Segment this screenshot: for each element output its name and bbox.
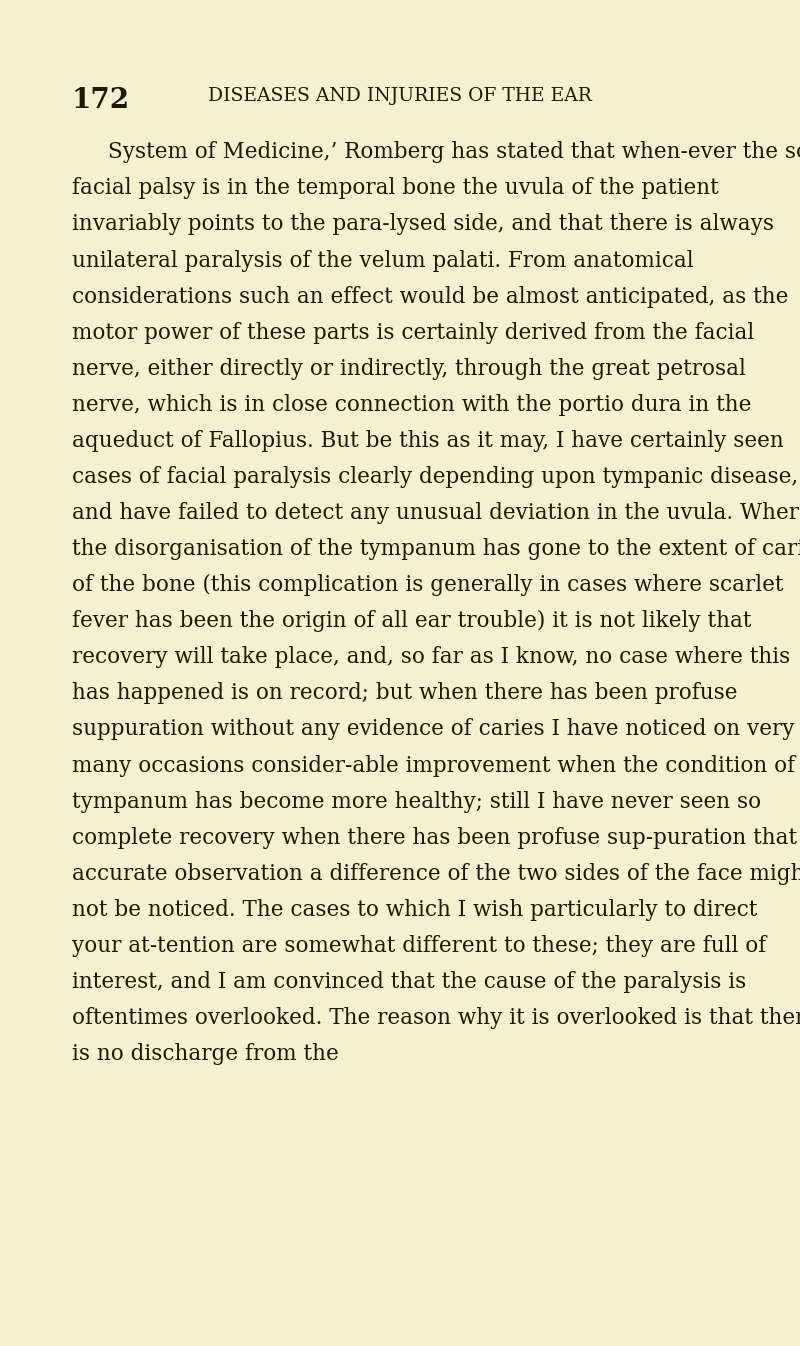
Text: your at-tention are somewhat different to these; they are full of: your at-tention are somewhat different t… — [72, 935, 766, 957]
Text: DISEASES AND INJURIES OF THE EAR: DISEASES AND INJURIES OF THE EAR — [208, 87, 592, 105]
Text: aqueduct of Fallopius. But be this as it may, I have certainly seen: aqueduct of Fallopius. But be this as it… — [72, 429, 784, 452]
Text: facial palsy is in the temporal bone the uvula of the patient: facial palsy is in the temporal bone the… — [72, 178, 718, 199]
Text: not be noticed. The cases to which I wish particularly to direct: not be noticed. The cases to which I wis… — [72, 899, 758, 921]
Text: 172: 172 — [72, 87, 130, 114]
Text: the disorganisation of the tympanum has gone to the extent of caries: the disorganisation of the tympanum has … — [72, 538, 800, 560]
Text: nerve, which is in close connection with the portio dura in the: nerve, which is in close connection with… — [72, 394, 751, 416]
Text: tympanum has become more healthy; still I have never seen so: tympanum has become more healthy; still … — [72, 790, 761, 813]
Text: motor power of these parts is certainly derived from the facial: motor power of these parts is certainly … — [72, 322, 754, 343]
Text: accurate observation a difference of the two sides of the face might: accurate observation a difference of the… — [72, 863, 800, 884]
Text: of the bone (this complication is generally in cases where scarlet: of the bone (this complication is genera… — [72, 575, 783, 596]
Text: many occasions consider-able improvement when the condition of the: many occasions consider-able improvement… — [72, 755, 800, 777]
Text: suppuration without any evidence of caries I have noticed on very: suppuration without any evidence of cari… — [72, 719, 794, 740]
Text: interest, and I am convinced that the cause of the paralysis is: interest, and I am convinced that the ca… — [72, 970, 746, 993]
Text: System of Medicine,’ Romberg has stated that when-ever the source of: System of Medicine,’ Romberg has stated … — [108, 141, 800, 163]
Text: is no discharge from the: is no discharge from the — [72, 1043, 338, 1065]
Text: has happened is on record; but when there has been profuse: has happened is on record; but when ther… — [72, 682, 738, 704]
Text: complete recovery when there has been profuse sup-puration that with: complete recovery when there has been pr… — [72, 826, 800, 849]
Text: invariably points to the para-lysed side, and that there is always: invariably points to the para-lysed side… — [72, 214, 774, 236]
Text: and have failed to detect any unusual deviation in the uvula. Where: and have failed to detect any unusual de… — [72, 502, 800, 524]
Text: cases of facial paralysis clearly depending upon tympanic disease,: cases of facial paralysis clearly depend… — [72, 466, 798, 489]
Text: nerve, either directly or indirectly, through the great petrosal: nerve, either directly or indirectly, th… — [72, 358, 746, 380]
Text: recovery will take place, and, so far as I know, no case where this: recovery will take place, and, so far as… — [72, 646, 790, 669]
Text: unilateral paralysis of the velum palati. From anatomical: unilateral paralysis of the velum palati… — [72, 249, 694, 272]
Text: fever has been the origin of all ear trouble) it is not likely that: fever has been the origin of all ear tro… — [72, 610, 751, 633]
Text: considerations such an effect would be almost anticipated, as the: considerations such an effect would be a… — [72, 285, 788, 308]
Text: oftentimes overlooked. The reason why it is overlooked is that there: oftentimes overlooked. The reason why it… — [72, 1007, 800, 1030]
